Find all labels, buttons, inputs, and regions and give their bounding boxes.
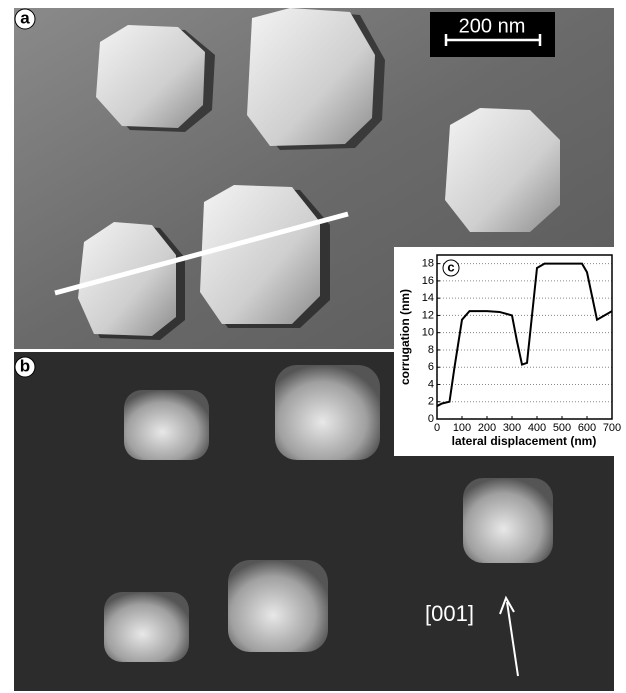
x-tick-label: 300 <box>503 422 521 434</box>
x-tick-label: 400 <box>528 422 546 434</box>
y-tick-label: 16 <box>422 275 434 287</box>
y-tick-label: 12 <box>422 309 434 321</box>
panel-label: c <box>447 259 454 274</box>
x-tick-label: 100 <box>453 422 471 434</box>
x-tick-label: 0 <box>434 422 440 434</box>
y-tick-label: 6 <box>428 361 434 373</box>
panel-label: a <box>20 8 30 27</box>
panel-label: b <box>20 356 30 375</box>
y-tick-label: 2 <box>428 396 434 408</box>
x-axis-label: lateral displacement (nm) <box>452 434 597 448</box>
y-tick-label: 8 <box>428 344 434 356</box>
x-tick-label: 500 <box>553 422 571 434</box>
y-tick-label: 18 <box>422 258 434 270</box>
y-tick-label: 10 <box>422 327 434 339</box>
direction-label: [001] <box>425 601 474 626</box>
x-tick-label: 200 <box>478 422 496 434</box>
scale-bar-label: 200 nm <box>459 15 526 37</box>
y-tick-label: 14 <box>422 292 434 304</box>
x-tick-label: 700 <box>603 422 621 434</box>
x-tick-label: 600 <box>578 422 596 434</box>
figure: 200 nm a [001] b 02468101214161801002003… <box>0 0 626 693</box>
page: {"panel_labels": {"a": "a", "b": "b", "c… <box>0 0 626 693</box>
y-tick-label: 4 <box>428 378 434 390</box>
y-axis-label: corrugation (nm) <box>398 289 412 385</box>
